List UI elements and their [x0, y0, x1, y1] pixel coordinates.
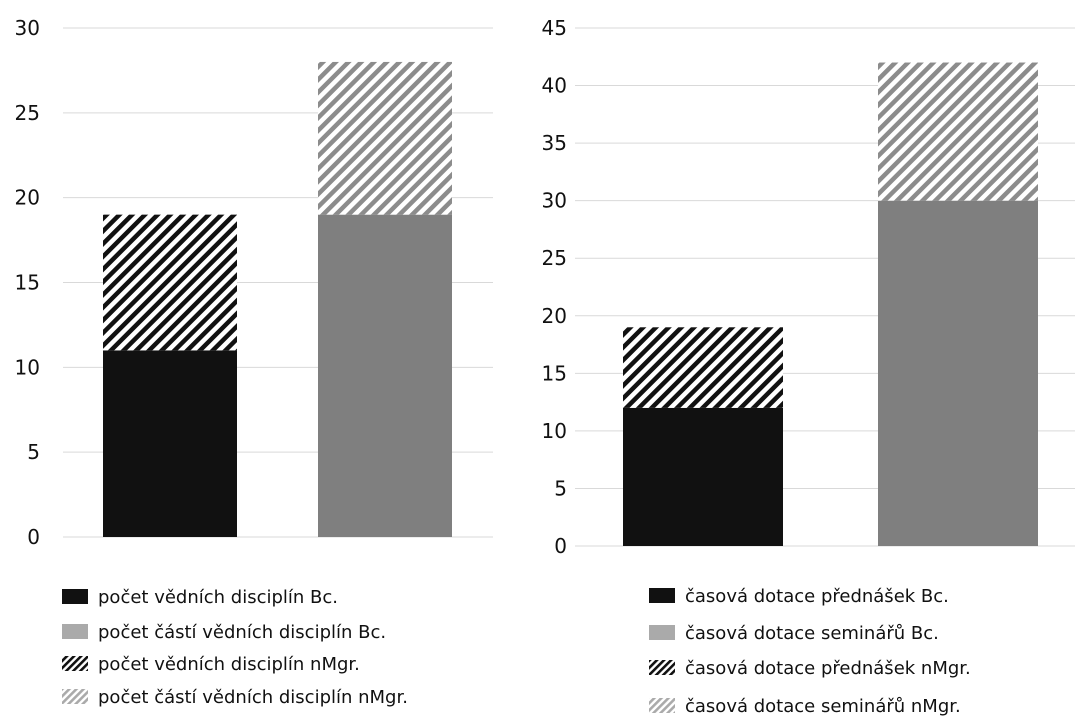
y-tick-label: 40: [542, 74, 567, 98]
y-tick-label: 25: [542, 246, 567, 270]
bar-segment-series-0-cat-0: [103, 350, 237, 537]
legend-label-1: počet částí vědních disciplín Bc.: [98, 622, 386, 643]
legend-swatch-3: [62, 689, 88, 704]
legend-swatch-2: [62, 656, 88, 671]
y-tick-label: 0: [27, 525, 40, 549]
y-tick-label: 20: [15, 186, 40, 210]
legend-label-3: časová dotace seminářů nMgr.: [685, 696, 961, 717]
y-tick-label: 25: [15, 101, 40, 125]
bar-segment-series-2-cat-0: [623, 327, 783, 408]
chart-right: 0 5 10 15 20 25 30 35 40 45 časová dotace přednáše…: [542, 16, 1075, 717]
y-tick-label: 20: [542, 304, 567, 328]
y-tick-label: 0: [554, 534, 567, 558]
legend-label-3: počet částí vědních disciplín nMgr.: [98, 687, 408, 708]
legend-label-2: časová dotace přednášek nMgr.: [685, 658, 971, 679]
bar-segment-series-0-cat-0: [623, 407, 783, 546]
legend-label-0: počet vědních disciplín Bc.: [98, 587, 338, 608]
y-tick-label: 15: [15, 271, 40, 295]
chart-left: 0 5 10 15 20 25 30 počet vědních disciplín Bc. p…: [15, 16, 493, 708]
legend-label-2: počet vědních disciplín nMgr.: [98, 654, 360, 675]
y-tick-label: 30: [542, 189, 567, 213]
y-tick-label: 30: [15, 16, 40, 40]
y-tick-label: 5: [554, 476, 567, 500]
y-tick-label: 10: [15, 355, 40, 379]
y-tick-label: 45: [542, 16, 567, 40]
bar-segment-series-1-cat-1: [878, 200, 1038, 546]
legend-swatch-0: [649, 588, 675, 603]
legend-label-1: časová dotace seminářů Bc.: [685, 623, 939, 644]
legend-label-0: časová dotace přednášek Bc.: [685, 586, 949, 607]
legend-swatch-3: [649, 698, 675, 713]
y-tick-label: 10: [542, 419, 567, 443]
legend-swatch-1: [649, 625, 675, 640]
y-tick-label: 35: [542, 131, 567, 155]
legend-swatch-0: [62, 589, 88, 604]
y-tick-label: 5: [27, 440, 40, 464]
bar-segment-series-2-cat-0: [103, 214, 237, 351]
legend-swatch-2: [649, 660, 675, 675]
bar-segment-series-1-cat-1: [318, 214, 452, 537]
legend-swatch-1: [62, 624, 88, 639]
y-tick-label: 15: [542, 361, 567, 385]
bar-segment-series-3-cat-1: [878, 62, 1038, 201]
bar-segment-series-3-cat-1: [318, 61, 452, 215]
